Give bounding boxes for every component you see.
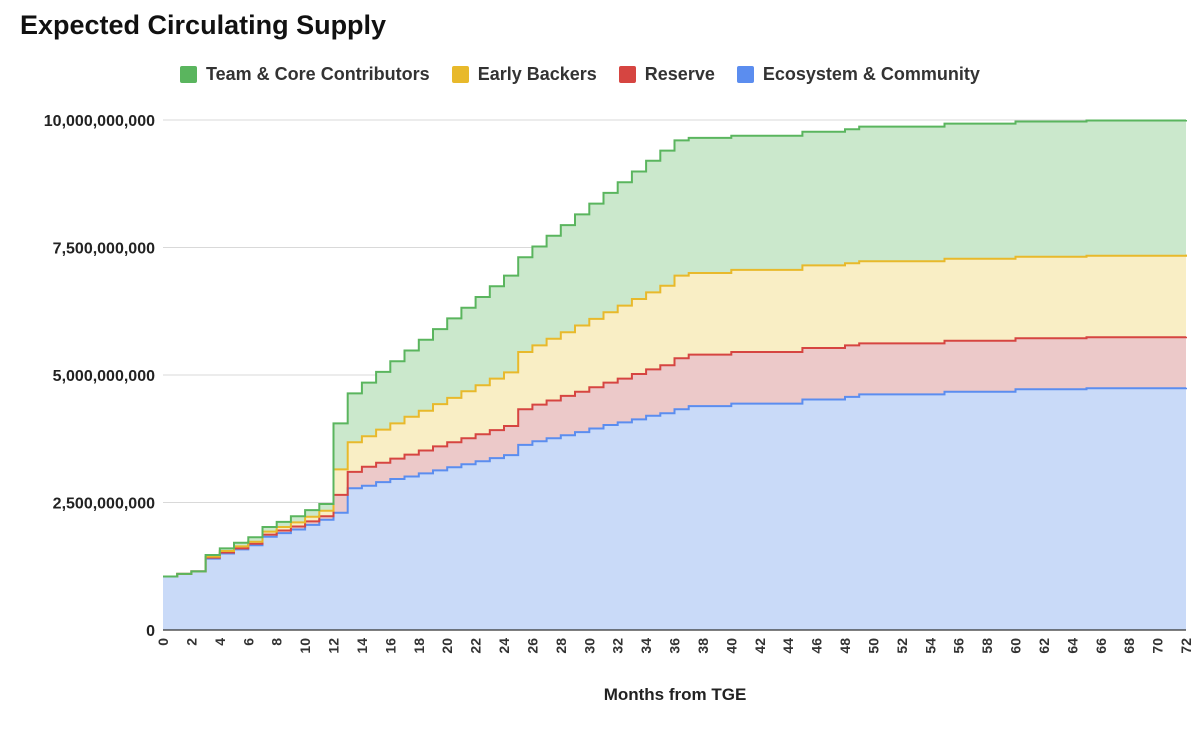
x-tick-label: 50 (865, 638, 881, 654)
x-tick-label: 22 (468, 638, 484, 654)
legend-label-reserve: Reserve (644, 64, 715, 84)
x-tick-label: 60 (1008, 638, 1024, 654)
x-tick-label: 6 (240, 638, 256, 646)
x-tick-label: 54 (922, 638, 938, 654)
legend-item-reserve[interactable]: Reserve (618, 64, 715, 85)
x-tick-label: 0 (155, 638, 171, 646)
series-areas (163, 119, 1187, 630)
legend-swatch-reserve (618, 66, 636, 83)
y-tick-label: 0 (146, 623, 155, 640)
x-tick-label: 2 (183, 638, 199, 646)
line-early-backers (163, 254, 1187, 578)
chart-legend: Team & Core Contributors Early Backers R… (180, 64, 980, 85)
x-tick-label: 58 (979, 638, 995, 654)
x-tick-label: 20 (439, 638, 455, 654)
x-tick-label: 72 (1178, 638, 1194, 654)
chart-title: Expected Circulating Supply (20, 10, 387, 40)
legend-swatch-team (180, 66, 197, 83)
legend-item-early-backers[interactable]: Early Backers (451, 64, 597, 85)
x-tick-label: 38 (695, 638, 711, 654)
line-ecosystem-community (163, 387, 1187, 578)
x-tick-label: 62 (1036, 638, 1052, 654)
y-tick-label: 2,500,000,000 (53, 496, 155, 513)
legend-label-early-backers: Early Backers (477, 64, 597, 84)
area-team-core-contributors (163, 120, 1186, 577)
legend-item-team[interactable]: Team & Core Contributors (180, 64, 430, 85)
x-tick-label: 36 (667, 638, 683, 654)
legend-label-ecosystem: Ecosystem & Community (762, 64, 980, 84)
y-tick-label: 7,500,000,000 (53, 241, 155, 258)
y-tick-label: 5,000,000,000 (53, 368, 155, 385)
x-tick-label: 24 (496, 638, 512, 654)
y-tick-label: 10,000,000,000 (44, 113, 155, 130)
x-tick-label: 12 (326, 638, 342, 654)
x-tick-label: 66 (1093, 638, 1109, 654)
area-reserve (163, 336, 1186, 577)
legend-label-team: Team & Core Contributors (206, 64, 430, 84)
x-tick-label: 42 (752, 638, 768, 654)
x-tick-label: 14 (354, 638, 370, 654)
x-tick-label: 56 (951, 638, 967, 654)
x-tick-label: 30 (581, 638, 597, 654)
line-team-core-contributors (163, 119, 1187, 578)
legend-swatch-ecosystem (736, 66, 754, 83)
x-tick-label: 70 (1150, 638, 1166, 654)
area-ecosystem-community (163, 387, 1186, 630)
y-tick-labels: 0 2,500,000,000 5,000,000,000 7,500,000,000… (44, 113, 155, 640)
x-tick-label: 68 (1121, 638, 1137, 654)
x-tick-label: 26 (524, 638, 540, 654)
line-reserve (163, 336, 1187, 578)
x-tick-label: 10 (297, 638, 313, 654)
x-tick-label: 52 (894, 638, 910, 654)
x-tick-label: 64 (1064, 638, 1080, 654)
legend-swatch-early-backers (451, 66, 469, 83)
legend-item-ecosystem[interactable]: Ecosystem & Community (736, 64, 980, 85)
x-tick-label: 44 (780, 638, 796, 654)
x-tick-label: 34 (638, 638, 654, 654)
x-tick-label: 28 (553, 638, 569, 654)
x-tick-label: 32 (610, 638, 626, 654)
x-tick-label: 40 (723, 638, 739, 654)
x-tick-label: 4 (212, 638, 228, 646)
x-tick-label: 16 (382, 638, 398, 654)
x-tick-label: 48 (837, 638, 853, 654)
area-early-backers (163, 254, 1186, 577)
x-tick-label: 8 (269, 638, 285, 646)
x-tick-label: 18 (411, 638, 427, 654)
x-axis-label: Months from TGE (604, 685, 747, 704)
x-tick-labels: 0 2 4 6 8 10 12 14 16 18 20 22 24 26 28 30 32 34 36 38 40 42 4… (155, 638, 1194, 654)
x-tick-label: 46 (809, 638, 825, 654)
